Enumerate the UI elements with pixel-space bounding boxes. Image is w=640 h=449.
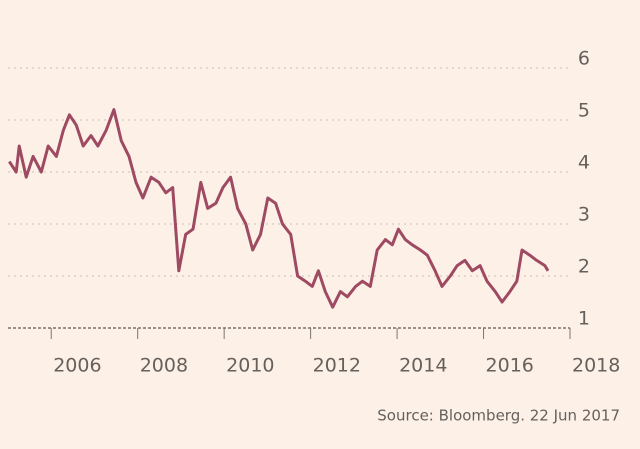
line-series — [8, 108, 550, 309]
x-tick-label: 2018 — [572, 355, 620, 377]
y-tick-label: 4 — [578, 152, 590, 174]
x-tick-label: 2014 — [399, 355, 447, 377]
y-tick-label: 6 — [578, 48, 590, 70]
x-tick-label: 2012 — [313, 355, 361, 377]
y-tick-label: 1 — [578, 308, 590, 330]
source-note: Source: Bloomberg. 22 Jun 2017 — [377, 407, 620, 425]
x-tick-label: 2008 — [140, 355, 188, 377]
y-tick-label: 3 — [578, 204, 590, 226]
x-tick-label: 2010 — [226, 355, 274, 377]
x-tick-label: 2016 — [486, 355, 534, 377]
x-tick-label: 2006 — [53, 355, 101, 377]
y-tick-label: 5 — [578, 100, 590, 122]
y-tick-label: 2 — [578, 256, 590, 278]
